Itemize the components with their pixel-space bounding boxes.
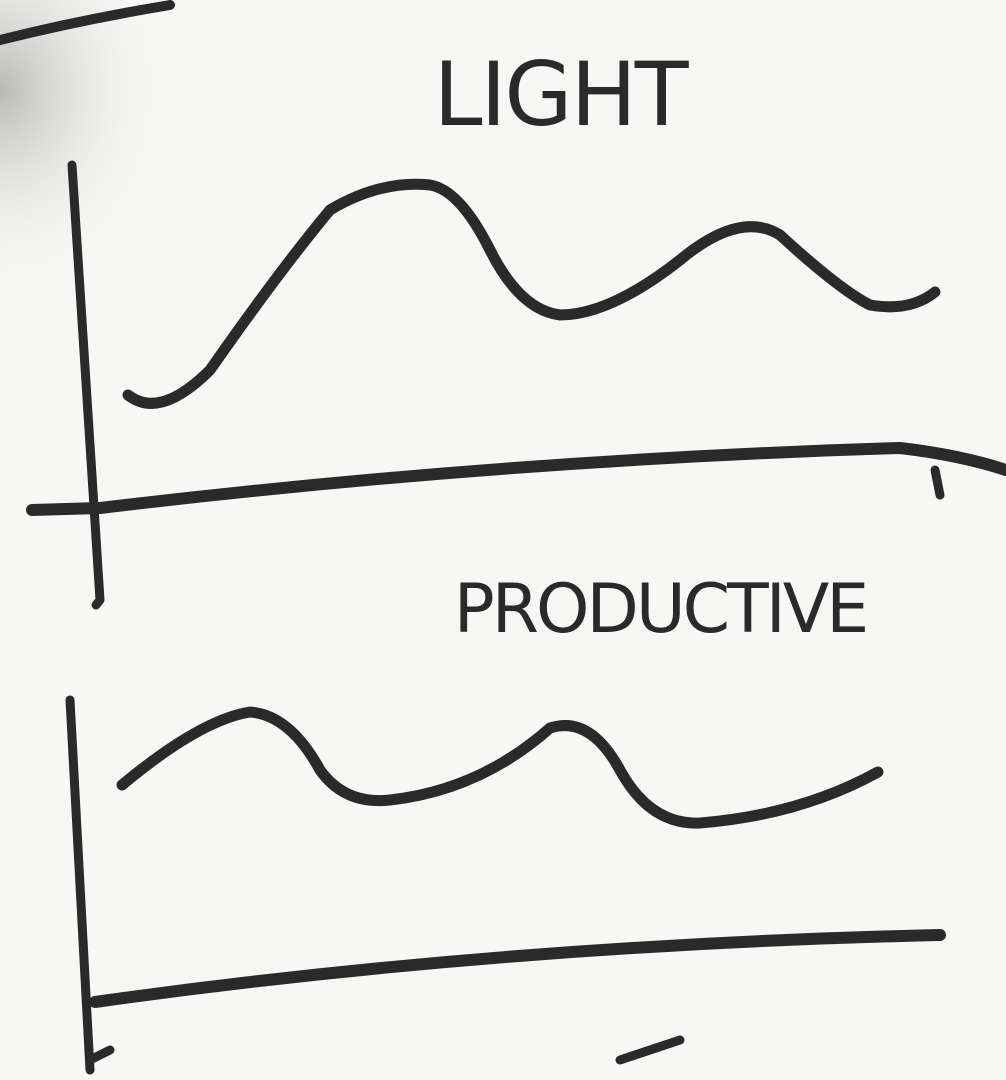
sketch-title: LIGHT xyxy=(433,43,689,146)
tick xyxy=(930,465,945,500)
scribble xyxy=(85,1035,685,1065)
y-axis xyxy=(67,160,105,610)
x-axis xyxy=(89,929,946,1008)
y-axis xyxy=(65,695,95,1075)
x-axis xyxy=(26,442,1006,516)
curve xyxy=(116,706,884,829)
curve xyxy=(122,178,941,409)
sketch-title: PRODUCTIVE xyxy=(454,570,866,649)
pen-stroke xyxy=(0,0,175,45)
